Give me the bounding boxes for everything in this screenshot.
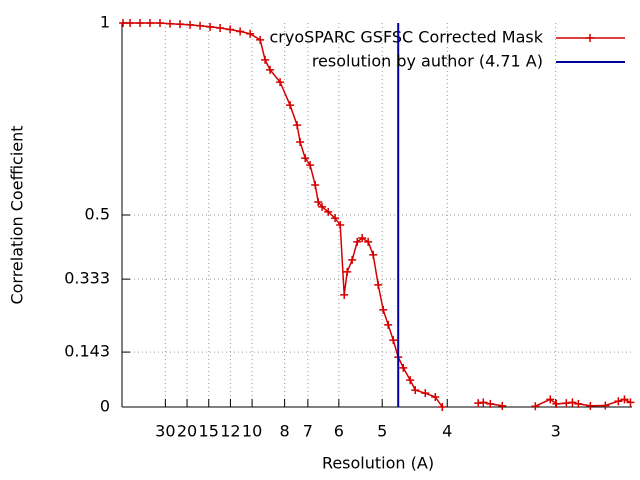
point — [276, 78, 285, 87]
point — [353, 237, 362, 246]
point — [261, 55, 270, 64]
point — [421, 389, 430, 398]
x-tick-label: 10 — [242, 422, 262, 441]
point — [620, 395, 629, 404]
y-tick-label: 0.5 — [85, 205, 110, 224]
x-tick-label: 12 — [220, 422, 240, 441]
point — [574, 399, 583, 408]
x-tick-label: 3 — [551, 422, 561, 441]
point — [562, 399, 571, 408]
point — [531, 402, 540, 411]
point — [479, 398, 488, 407]
point — [119, 19, 128, 27]
point — [226, 25, 235, 34]
point — [301, 154, 310, 163]
point — [135, 19, 144, 27]
point — [266, 65, 275, 74]
point — [498, 401, 507, 410]
x-tick-label: 20 — [177, 422, 197, 441]
point — [389, 336, 398, 345]
y-tick-label: 1 — [100, 13, 110, 32]
point — [206, 22, 215, 31]
point — [369, 250, 378, 259]
point — [474, 399, 483, 408]
x-tick-label: 8 — [280, 422, 290, 441]
point — [546, 395, 555, 404]
point — [586, 401, 595, 410]
point — [176, 20, 185, 29]
x-axis-label: Resolution (A) — [322, 454, 434, 473]
point — [411, 386, 420, 395]
point — [614, 397, 623, 406]
point — [486, 399, 495, 408]
x-tick-label: 15 — [199, 422, 219, 441]
point — [406, 376, 415, 385]
x-tick-label: 6 — [334, 422, 344, 441]
point — [293, 121, 302, 130]
point — [331, 214, 340, 223]
legend-point — [586, 34, 594, 42]
y-axis-label: Correlation Coefficient — [8, 125, 27, 304]
x-tick-label: 30 — [155, 422, 175, 441]
point — [306, 161, 315, 170]
point — [186, 20, 195, 29]
y-tick-label: 0.333 — [64, 269, 110, 288]
point — [236, 27, 245, 36]
point — [340, 290, 349, 299]
point — [601, 401, 610, 410]
point — [626, 398, 635, 407]
legend-label: cryoSPARC GSFSC Corrected Mask — [269, 28, 543, 47]
y-tick-label: 0.143 — [64, 342, 110, 361]
point — [145, 19, 154, 27]
point — [364, 237, 373, 246]
point — [318, 202, 327, 211]
point — [399, 363, 408, 372]
point — [216, 23, 225, 32]
point — [336, 220, 345, 229]
point — [324, 207, 333, 216]
point — [296, 138, 305, 147]
point — [379, 305, 388, 314]
point — [155, 19, 164, 27]
point — [431, 393, 440, 402]
point — [126, 19, 135, 27]
point — [311, 181, 320, 190]
point — [166, 19, 175, 28]
point — [343, 267, 352, 276]
point — [358, 234, 367, 243]
x-tick-label: 7 — [303, 422, 313, 441]
point — [348, 255, 357, 264]
point — [196, 21, 205, 30]
point — [568, 398, 577, 407]
point — [384, 320, 393, 329]
legend-label: resolution by author (4.71 A) — [312, 52, 543, 71]
x-tick-label: 4 — [442, 422, 452, 441]
point — [374, 280, 383, 289]
point — [246, 29, 255, 38]
point — [314, 197, 323, 206]
y-tick-label: 0 — [100, 397, 110, 416]
point — [286, 101, 295, 110]
x-tick-label: 5 — [377, 422, 387, 441]
point — [438, 403, 447, 411]
point — [256, 35, 265, 44]
point — [552, 399, 561, 408]
